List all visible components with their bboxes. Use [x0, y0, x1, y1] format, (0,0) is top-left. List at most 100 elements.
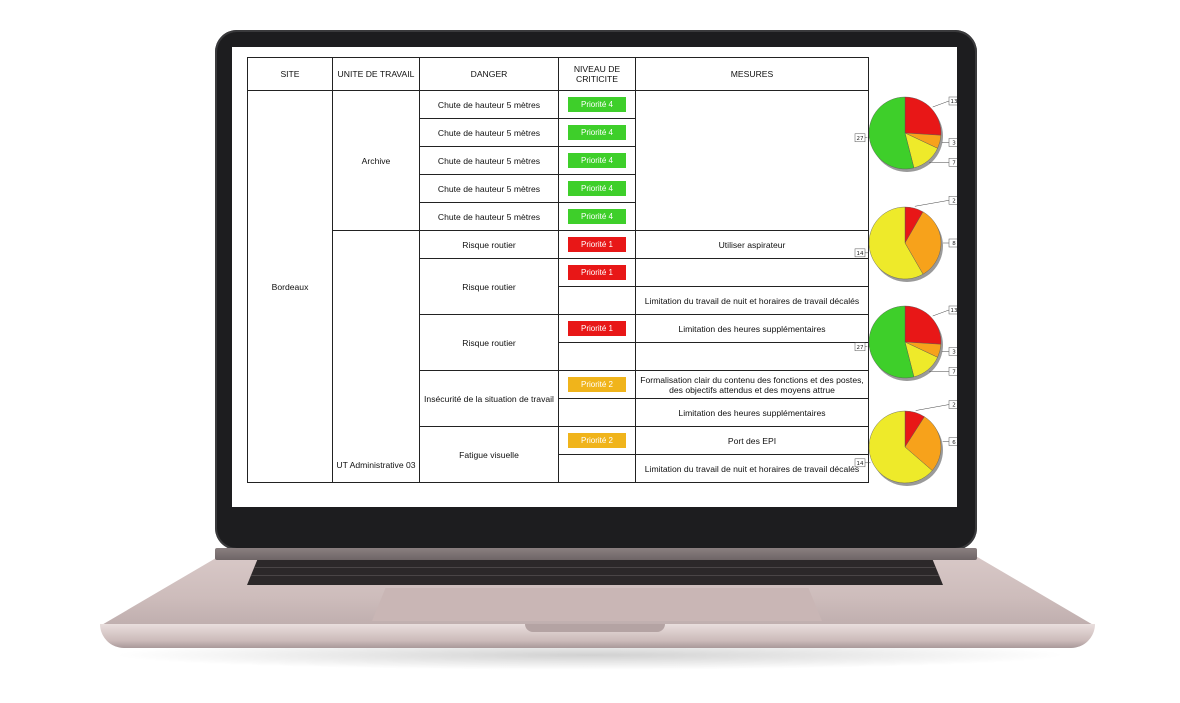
pie-leader-line — [915, 404, 950, 411]
unit-cell-ut-admin: UT Administrative 03 — [332, 230, 420, 483]
pie-slice-green — [868, 305, 915, 379]
pie-label-box — [948, 238, 957, 248]
priority-badge: Priorité 2 — [568, 377, 626, 392]
pie-label-box — [948, 305, 957, 315]
pie-slice-red — [904, 96, 942, 136]
pie-slice-yellow — [868, 410, 933, 484]
pie-chart-3: 13 3 7 27 — [854, 305, 958, 381]
pie-value-label: 13 — [951, 99, 958, 105]
pie-slice-orange — [904, 416, 942, 471]
laptop-hinge — [215, 548, 977, 560]
pie-chart-1: 13 3 7 27 — [854, 96, 958, 172]
pie-label-box — [948, 196, 957, 205]
unit-cell-archive: Archive — [332, 90, 420, 231]
level-cell: Priorité 4 — [558, 118, 636, 147]
header-mesures: MESURES — [635, 57, 869, 91]
level-cell: Priorité 2 — [558, 426, 636, 455]
risk-table: SITE UNITE DE TRAVAIL DANGER NIVEAU DE C… — [247, 57, 869, 483]
pie-slice-red — [904, 305, 942, 345]
priority-badge: Priorité 4 — [568, 181, 626, 196]
level-cell-empty — [558, 342, 636, 371]
pie-value-label: 27 — [857, 136, 864, 142]
pie-label-box — [948, 437, 957, 446]
level-cell: Priorité 4 — [558, 174, 636, 203]
priority-badge: Priorité 2 — [568, 433, 626, 448]
mesure-cell: Limitation des heures supplémentaires — [635, 314, 869, 343]
mesure-cell: Formalisation clair du contenu des fonct… — [635, 370, 869, 399]
trackpad — [372, 588, 822, 621]
mesure-cell: Port des EPI — [635, 426, 869, 455]
danger-cell: Fatigue visuelle — [419, 426, 559, 483]
pie-value-label: 2 — [952, 403, 956, 409]
pie-value-label: 7 — [952, 160, 956, 166]
pie-value-label: 14 — [857, 461, 864, 467]
site-cell: Bordeaux — [247, 90, 333, 483]
danger-cell: Chute de hauteur 5 mètres — [419, 90, 559, 119]
pie-value-label: 14 — [857, 251, 864, 257]
mesure-cell: Limitation des heures supplémentaires — [635, 398, 869, 427]
pie-value-label: 3 — [952, 141, 956, 147]
level-cell: Priorité 4 — [558, 202, 636, 231]
pie-value-label: 13 — [951, 308, 958, 314]
danger-cell: Risque routier — [419, 314, 559, 371]
priority-badge: Priorité 1 — [568, 265, 626, 280]
priority-badge: Priorité 4 — [568, 125, 626, 140]
danger-cell: Chute de hauteur 5 mètres — [419, 202, 559, 231]
level-cell-empty — [558, 454, 636, 483]
header-site: SITE — [247, 57, 333, 91]
header-level: NIVEAU DE CRITICITE — [558, 57, 636, 91]
header-unit: UNITE DE TRAVAIL — [332, 57, 420, 91]
pie-label-box — [948, 367, 957, 376]
mesure-cell: Utiliser aspirateur — [635, 230, 869, 259]
pie-value-label: 3 — [952, 350, 956, 356]
laptop-front-notch — [525, 624, 665, 632]
pie-value-label: 8 — [952, 241, 956, 247]
pie-value-label: 2 — [952, 198, 956, 204]
pie-chart-2: 2 8 14 — [854, 196, 957, 282]
level-cell: Priorité 2 — [558, 370, 636, 399]
pie-label-box — [854, 458, 866, 468]
pie-charts: 13 3 7 27 2 8 14 13 3 7 27 2 6 14 — [837, 87, 957, 507]
level-cell: Priorité 1 — [558, 314, 636, 343]
danger-cell: Risque routier — [419, 230, 559, 259]
header-danger: DANGER — [419, 57, 559, 91]
priority-badge: Priorité 4 — [568, 209, 626, 224]
pie-slice-yellow — [868, 206, 924, 280]
danger-cell: Risque routier — [419, 258, 559, 315]
level-cell-empty — [558, 398, 636, 427]
pie-value-label: 6 — [952, 440, 956, 446]
pie-label-box — [948, 347, 957, 356]
pie-value-label: 27 — [857, 345, 864, 351]
pie-label-box — [948, 138, 957, 147]
pie-leader-line — [914, 200, 950, 207]
priority-badge: Priorité 4 — [568, 153, 626, 168]
mesure-cell-empty — [635, 258, 869, 287]
mesure-cell: Limitation du travail de nuit et horaire… — [635, 286, 869, 315]
pie-label-box — [854, 133, 866, 143]
pie-leader-line — [932, 100, 950, 108]
priority-badge: Priorité 4 — [568, 97, 626, 112]
priority-badge: Priorité 1 — [568, 237, 626, 252]
pie-label-box — [854, 248, 866, 258]
pie-label-box — [948, 158, 957, 167]
danger-cell: Chute de hauteur 5 mètres — [419, 174, 559, 203]
level-cell-empty — [558, 286, 636, 315]
pie-leader-line — [932, 309, 950, 317]
pie-chart-4: 2 6 14 — [854, 400, 957, 486]
danger-cell: Chute de hauteur 5 mètres — [419, 118, 559, 147]
level-cell: Priorité 1 — [558, 258, 636, 287]
level-cell: Priorité 4 — [558, 90, 636, 119]
level-cell: Priorité 1 — [558, 230, 636, 259]
laptop-screen: SITE UNITE DE TRAVAIL DANGER NIVEAU DE C… — [232, 47, 957, 507]
danger-cell: Chute de hauteur 5 mètres — [419, 146, 559, 175]
pie-label-box — [948, 400, 957, 409]
danger-cell: Insécurité de la situation de travail — [419, 370, 559, 427]
mesure-cell: Limitation du travail de nuit et horaire… — [635, 454, 869, 483]
mesure-cell-empty — [635, 342, 869, 371]
mesure-cell-empty — [635, 90, 869, 231]
priority-badge: Priorité 1 — [568, 321, 626, 336]
pie-slice-green — [868, 96, 915, 170]
pie-charts-svg: 13 3 7 27 2 8 14 13 3 7 27 2 6 14 — [854, 96, 958, 486]
pie-value-label: 7 — [952, 369, 956, 375]
pie-label-box — [948, 96, 957, 106]
